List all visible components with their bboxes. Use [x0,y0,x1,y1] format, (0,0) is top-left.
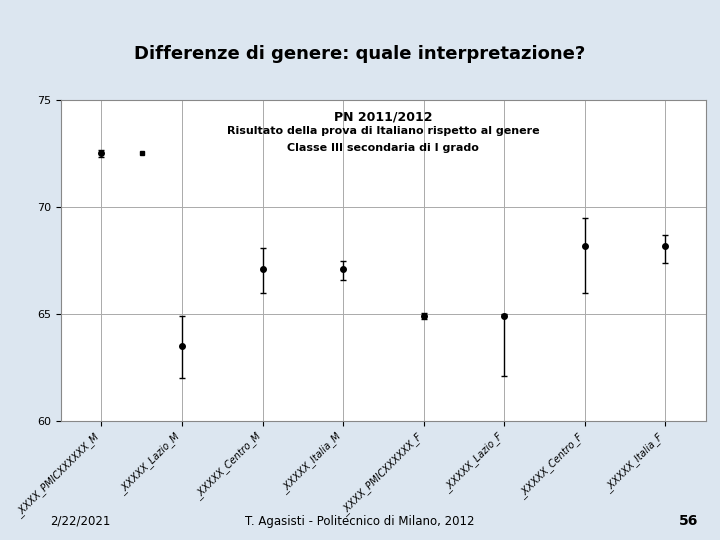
Text: PN 2011/2012: PN 2011/2012 [334,111,433,124]
Text: Risultato della prova di Italiano rispetto al genere: Risultato della prova di Italiano rispet… [227,126,540,136]
Text: Differenze di genere: quale interpretazione?: Differenze di genere: quale interpretazi… [135,45,585,63]
Text: 56: 56 [679,514,698,528]
Text: T. Agasisti - Politecnico di Milano, 2012: T. Agasisti - Politecnico di Milano, 201… [246,515,474,528]
Text: 2/22/2021: 2/22/2021 [50,515,111,528]
Text: Classe III secondaria di I grado: Classe III secondaria di I grado [287,143,480,153]
